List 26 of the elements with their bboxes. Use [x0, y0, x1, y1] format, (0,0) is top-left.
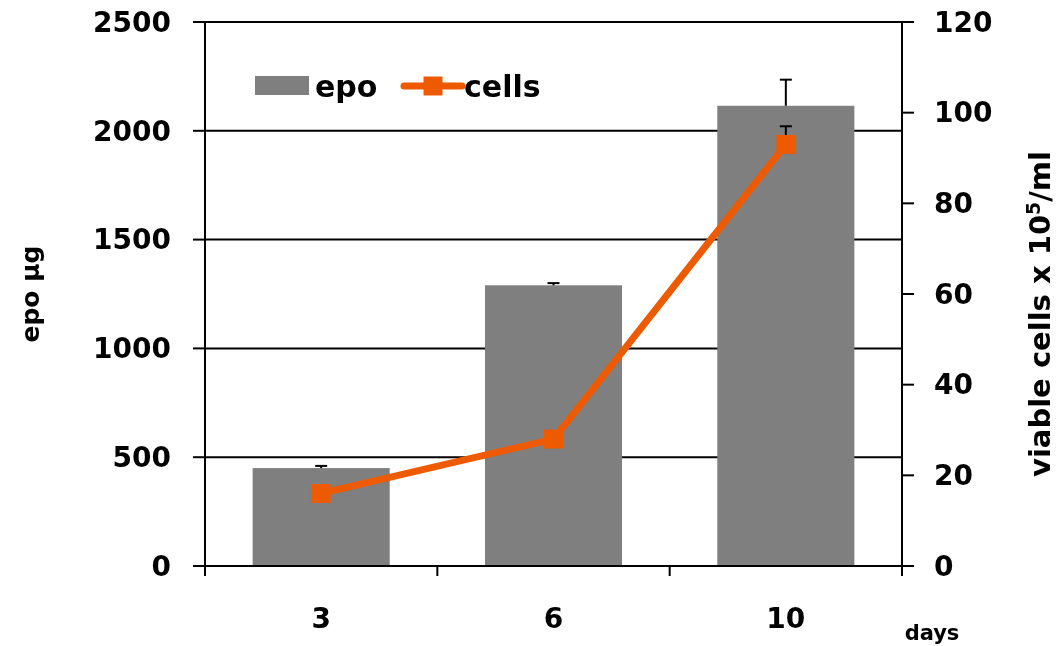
- x-tick-label: 10: [766, 602, 806, 635]
- y-tick-label: 2000: [93, 114, 171, 148]
- y2-tick-label: 80: [934, 187, 973, 221]
- y-tick-label: 0: [151, 549, 171, 583]
- point: [311, 483, 331, 503]
- legend-label: epo: [315, 68, 378, 104]
- y2-tick-label: 20: [934, 459, 973, 493]
- bar: [252, 468, 390, 566]
- legend-label: cells: [464, 68, 541, 104]
- point: [776, 134, 796, 154]
- y2-tick-label: 0: [934, 549, 954, 583]
- y2-tick-label: 40: [934, 368, 973, 402]
- bar: [717, 105, 855, 566]
- bar: [484, 285, 623, 566]
- y-tick-label: 1500: [93, 223, 171, 257]
- x-axis-title: days: [904, 621, 960, 645]
- y-tick-label: 1000: [93, 332, 171, 366]
- x-tick-label: 3: [311, 602, 331, 635]
- y2-tick-label: 120: [934, 5, 993, 39]
- y-tick-label: 2500: [93, 5, 171, 39]
- y-axis-title: epo µg: [15, 245, 45, 343]
- y2-tick-label: 60: [934, 277, 973, 311]
- y2-tick-label: 100: [934, 96, 993, 130]
- x-tick-label: 6: [543, 602, 564, 635]
- y-tick-label: 500: [112, 441, 171, 474]
- point: [544, 429, 563, 449]
